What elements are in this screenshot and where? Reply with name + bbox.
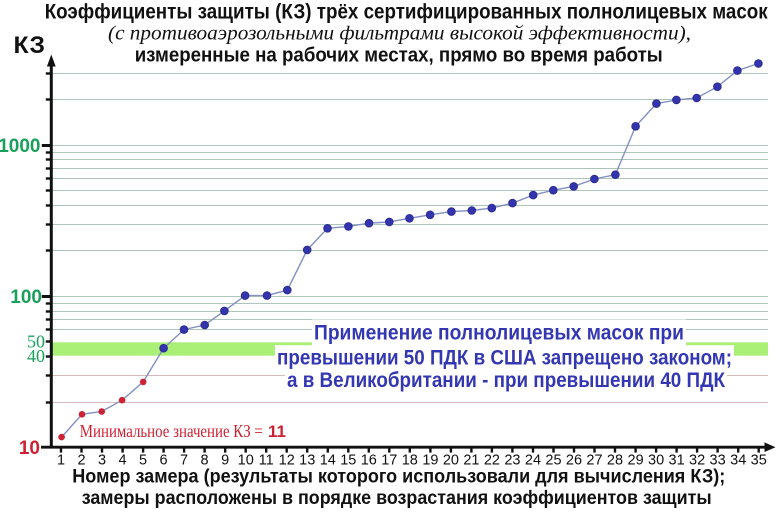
svg-text:19: 19 — [422, 453, 438, 469]
svg-text:26: 26 — [566, 453, 582, 469]
svg-text:20: 20 — [443, 453, 459, 469]
svg-text:27: 27 — [586, 453, 602, 469]
svg-text:КЗ: КЗ — [14, 32, 46, 59]
svg-text:23: 23 — [504, 453, 520, 469]
svg-text:17: 17 — [381, 453, 397, 469]
svg-text:29: 29 — [628, 453, 644, 469]
svg-text:4: 4 — [119, 453, 127, 469]
svg-text:Применение полнолицевых масок: Применение полнолицевых масок при — [314, 322, 684, 345]
svg-text:1000: 1000 — [0, 136, 41, 157]
svg-text:3: 3 — [98, 453, 106, 469]
svg-text:32: 32 — [689, 453, 705, 469]
svg-text:Коэффициенты защиты (КЗ) трёх: Коэффициенты защиты (КЗ) трёх сертифицир… — [45, 0, 768, 23]
svg-text:(с противоаэрозольными фильтра: (с противоаэрозольными фильтрами высокой… — [108, 23, 691, 45]
svg-text:7: 7 — [180, 453, 188, 469]
svg-text:6: 6 — [160, 453, 168, 469]
svg-text:10: 10 — [19, 438, 40, 459]
svg-text:13: 13 — [299, 453, 315, 469]
svg-text:50: 50 — [27, 332, 45, 352]
svg-text:8: 8 — [201, 453, 209, 469]
svg-text:18: 18 — [402, 453, 418, 469]
svg-text:100: 100 — [10, 287, 42, 308]
svg-text:10: 10 — [238, 453, 254, 469]
svg-text:34: 34 — [730, 453, 746, 469]
svg-text:Номер замера (результаты котор: Номер замера (результаты которого исполь… — [72, 467, 725, 488]
svg-text:1: 1 — [57, 453, 65, 469]
svg-text:30: 30 — [648, 453, 664, 469]
svg-text:замеры расположены в порядке в: замеры расположены в порядке возрастания… — [82, 488, 712, 509]
svg-text:15: 15 — [340, 453, 356, 469]
svg-text:16: 16 — [361, 453, 377, 469]
svg-text:Минимальное значение КЗ =: Минимальное значение КЗ = — [80, 421, 263, 441]
svg-text:9: 9 — [221, 453, 229, 469]
svg-text:14: 14 — [320, 453, 336, 469]
svg-text:11: 11 — [268, 422, 286, 441]
svg-text:21: 21 — [463, 453, 479, 469]
svg-text:22: 22 — [484, 453, 500, 469]
svg-text:5: 5 — [139, 453, 147, 469]
svg-text:2: 2 — [77, 453, 85, 469]
svg-text:40: 40 — [27, 346, 45, 366]
svg-text:25: 25 — [545, 453, 561, 469]
svg-text:31: 31 — [669, 453, 685, 469]
svg-text:33: 33 — [710, 453, 726, 469]
svg-text:24: 24 — [525, 453, 541, 469]
svg-text:35: 35 — [751, 453, 767, 469]
svg-text:превышении 50 ПДК в США запрещ: превышении 50 ПДК в США запрещено законо… — [277, 347, 732, 370]
svg-text:28: 28 — [607, 453, 623, 469]
svg-text:12: 12 — [279, 453, 295, 469]
svg-text:а в Великобритании - при превы: а в Великобритании - при превышении 40 П… — [287, 369, 725, 392]
svg-text:11: 11 — [259, 453, 274, 469]
svg-text:измеренные на рабочих местах,: измеренные на рабочих местах, прямо во в… — [135, 44, 663, 66]
